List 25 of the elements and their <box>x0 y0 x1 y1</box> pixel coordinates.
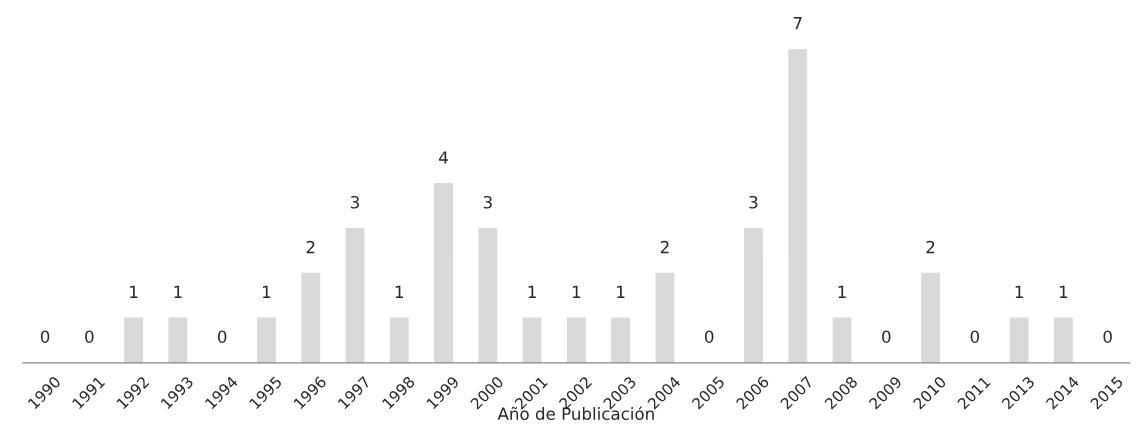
data-label: 1 <box>262 285 271 298</box>
data-label: 7 <box>793 17 802 30</box>
data-label: 0 <box>85 330 94 343</box>
data-label: 0 <box>1103 330 1112 343</box>
data-label: 0 <box>40 330 50 343</box>
data-label: 1 <box>572 285 581 298</box>
data-label: 4 <box>439 151 448 164</box>
data-label: 0 <box>970 330 980 343</box>
data-label: 1 <box>1059 285 1068 298</box>
data-label: 0 <box>217 330 227 343</box>
data-label: 3 <box>749 195 758 209</box>
data-label: 1 <box>1015 285 1023 298</box>
data-label: 1 <box>617 285 625 298</box>
data-label: 1 <box>838 285 846 298</box>
data-label: 1 <box>174 285 182 298</box>
data-label: 2 <box>926 240 935 254</box>
data-label: 2 <box>660 240 669 254</box>
data-label: 3 <box>483 195 492 209</box>
data-label: 2 <box>306 240 315 254</box>
data-label: 1 <box>130 285 138 298</box>
data-label: 0 <box>704 330 714 343</box>
data-label: 1 <box>528 285 536 298</box>
data-label: 1 <box>395 285 404 298</box>
data-label: 0 <box>882 330 891 343</box>
data-label: 3 <box>350 195 359 209</box>
